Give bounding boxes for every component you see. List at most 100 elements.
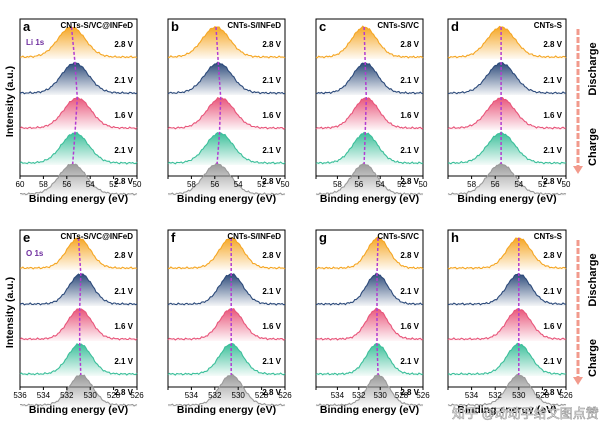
spectrum-line: [447, 25, 567, 59]
voltage-label: 2.8 V: [400, 251, 419, 260]
x-tick-label: 526: [559, 391, 573, 400]
x-tick-label: 56: [210, 180, 219, 189]
panel-f: 2.8 V 2.1 V 1.6 V 2.1 V 2.8 V 534 532 530 528 526…: [167, 229, 292, 416]
x-tick-label: 526: [416, 391, 430, 400]
spectrum-line: [19, 61, 138, 95]
x-tick-label: 530: [512, 391, 526, 400]
spectrum-line: [167, 308, 286, 341]
x-tick-label: 60: [16, 180, 25, 189]
panel-title: CNTs-S: [534, 232, 563, 241]
spectrum-line: [19, 163, 138, 196]
spectrum-fill: [20, 309, 137, 341]
spectrum-line: [315, 97, 424, 130]
voltage-label: 2.8 V: [543, 40, 562, 49]
spectrum-line: [20, 26, 138, 59]
spectrum-fill: [316, 308, 423, 341]
spectrum-line: [19, 273, 138, 306]
spectrum-line: [315, 25, 424, 59]
spectrum-fill: [168, 374, 285, 407]
voltage-label: 2.1 V: [543, 357, 562, 366]
x-axis-title: Binding energy (eV): [320, 193, 419, 205]
x-tick-label: 56: [62, 180, 71, 189]
panel-letter: h: [451, 230, 459, 245]
spectrum-fill: [448, 237, 566, 270]
voltage-label: 2.1 V: [543, 287, 562, 296]
progress-arrow-head: [573, 166, 583, 174]
voltage-label: 2.1 V: [262, 357, 281, 366]
spectrum-fill: [316, 163, 423, 196]
charge-label: Charge: [587, 128, 599, 166]
voltage-label: 1.6 V: [114, 322, 133, 331]
x-tick-label: 50: [419, 180, 428, 189]
x-tick-label: 528: [395, 391, 409, 400]
x-tick-label: 532: [208, 391, 222, 400]
voltage-label: 1.6 V: [400, 322, 419, 331]
voltage-label: 2.8 V: [262, 388, 281, 397]
x-axis-title: Binding energy (eV): [457, 404, 556, 416]
panel-title: CNTs-S/VC: [377, 21, 419, 30]
spectrum-fill: [316, 26, 423, 59]
spectrum-fill: [20, 26, 137, 59]
x-tick-label: 56: [354, 180, 363, 189]
voltage-label: 2.8 V: [114, 251, 133, 260]
spectrum-fill: [316, 237, 423, 270]
spectrum-line: [167, 273, 286, 306]
x-tick-label: 530: [84, 391, 98, 400]
spectrum-fill: [316, 62, 423, 95]
y-axis-title: Intensity (a.u.): [4, 66, 16, 137]
discharge-label: Discharge: [587, 253, 599, 306]
voltage-label: 2.8 V: [400, 40, 419, 49]
peak-shift-line: [376, 237, 379, 376]
spectrum-fill: [448, 163, 566, 196]
voltage-label: 2.1 V: [114, 76, 133, 85]
x-tick-label: 536: [13, 391, 27, 400]
voltage-label: 2.1 V: [262, 146, 281, 155]
spectrum-line: [447, 97, 567, 130]
voltage-label: 2.8 V: [543, 177, 562, 186]
spectrum-fill: [168, 308, 285, 341]
panel-title: CNTs-S/INFeD: [227, 232, 281, 241]
spectrum-line: [19, 343, 138, 376]
element-label: O 1s: [26, 249, 44, 258]
spectrum-line: [19, 131, 138, 165]
voltage-label: 1.6 V: [262, 111, 281, 120]
spectrum-line: [315, 342, 424, 376]
discharge-label: Discharge: [587, 42, 599, 95]
x-tick-label: 534: [37, 391, 51, 400]
voltage-label: 2.1 V: [114, 146, 133, 155]
x-axis-title: Binding energy (eV): [29, 404, 128, 416]
voltage-label: 1.6 V: [543, 322, 562, 331]
spectrum-line: [167, 342, 286, 376]
x-tick-label: 526: [130, 391, 144, 400]
x-tick-label: 526: [278, 391, 292, 400]
panel-title: CNTs-S/VC@INFeD: [60, 232, 133, 241]
watermark: 知乎 @动动手给文图点赞: [452, 406, 599, 421]
x-axis-title: Binding energy (eV): [177, 404, 276, 416]
x-tick-label: 58: [39, 180, 48, 189]
voltage-label: 2.8 V: [262, 251, 281, 260]
x-tick-label: 534: [465, 391, 479, 400]
spectrum-line: [447, 308, 567, 341]
x-axis-title: Binding energy (eV): [177, 193, 276, 205]
voltage-label: 2.8 V: [543, 388, 562, 397]
spectrum-fill: [168, 62, 285, 95]
peak-shift-line: [215, 26, 222, 165]
spectrum-fill: [168, 26, 285, 59]
panel-letter: b: [171, 19, 179, 34]
spectrum-line: [447, 162, 567, 196]
panel-a: 2.8 V 2.1 V 1.6 V 2.1 V 2.8 V 60 58 56 54 52 50 Bin…: [16, 18, 142, 205]
spectrum-line: [167, 61, 286, 95]
spectrum-fill: [448, 343, 566, 376]
spectrum-line: [315, 162, 424, 196]
voltage-label: 1.6 V: [543, 111, 562, 120]
voltage-label: 2.8 V: [114, 388, 133, 397]
spectrum-fill: [316, 343, 423, 376]
x-tick-label: 534: [185, 391, 199, 400]
spectrum-fill: [20, 97, 137, 130]
spectrum-line: [167, 131, 286, 165]
spectrum-line: [447, 272, 567, 306]
spectrum-fill: [316, 273, 423, 306]
x-tick-label: 528: [536, 391, 550, 400]
panel-c: 2.8 V 2.1 V 1.6 V 2.1 V 2.8 V 58 56 54 52 50Bindi…: [315, 18, 428, 205]
